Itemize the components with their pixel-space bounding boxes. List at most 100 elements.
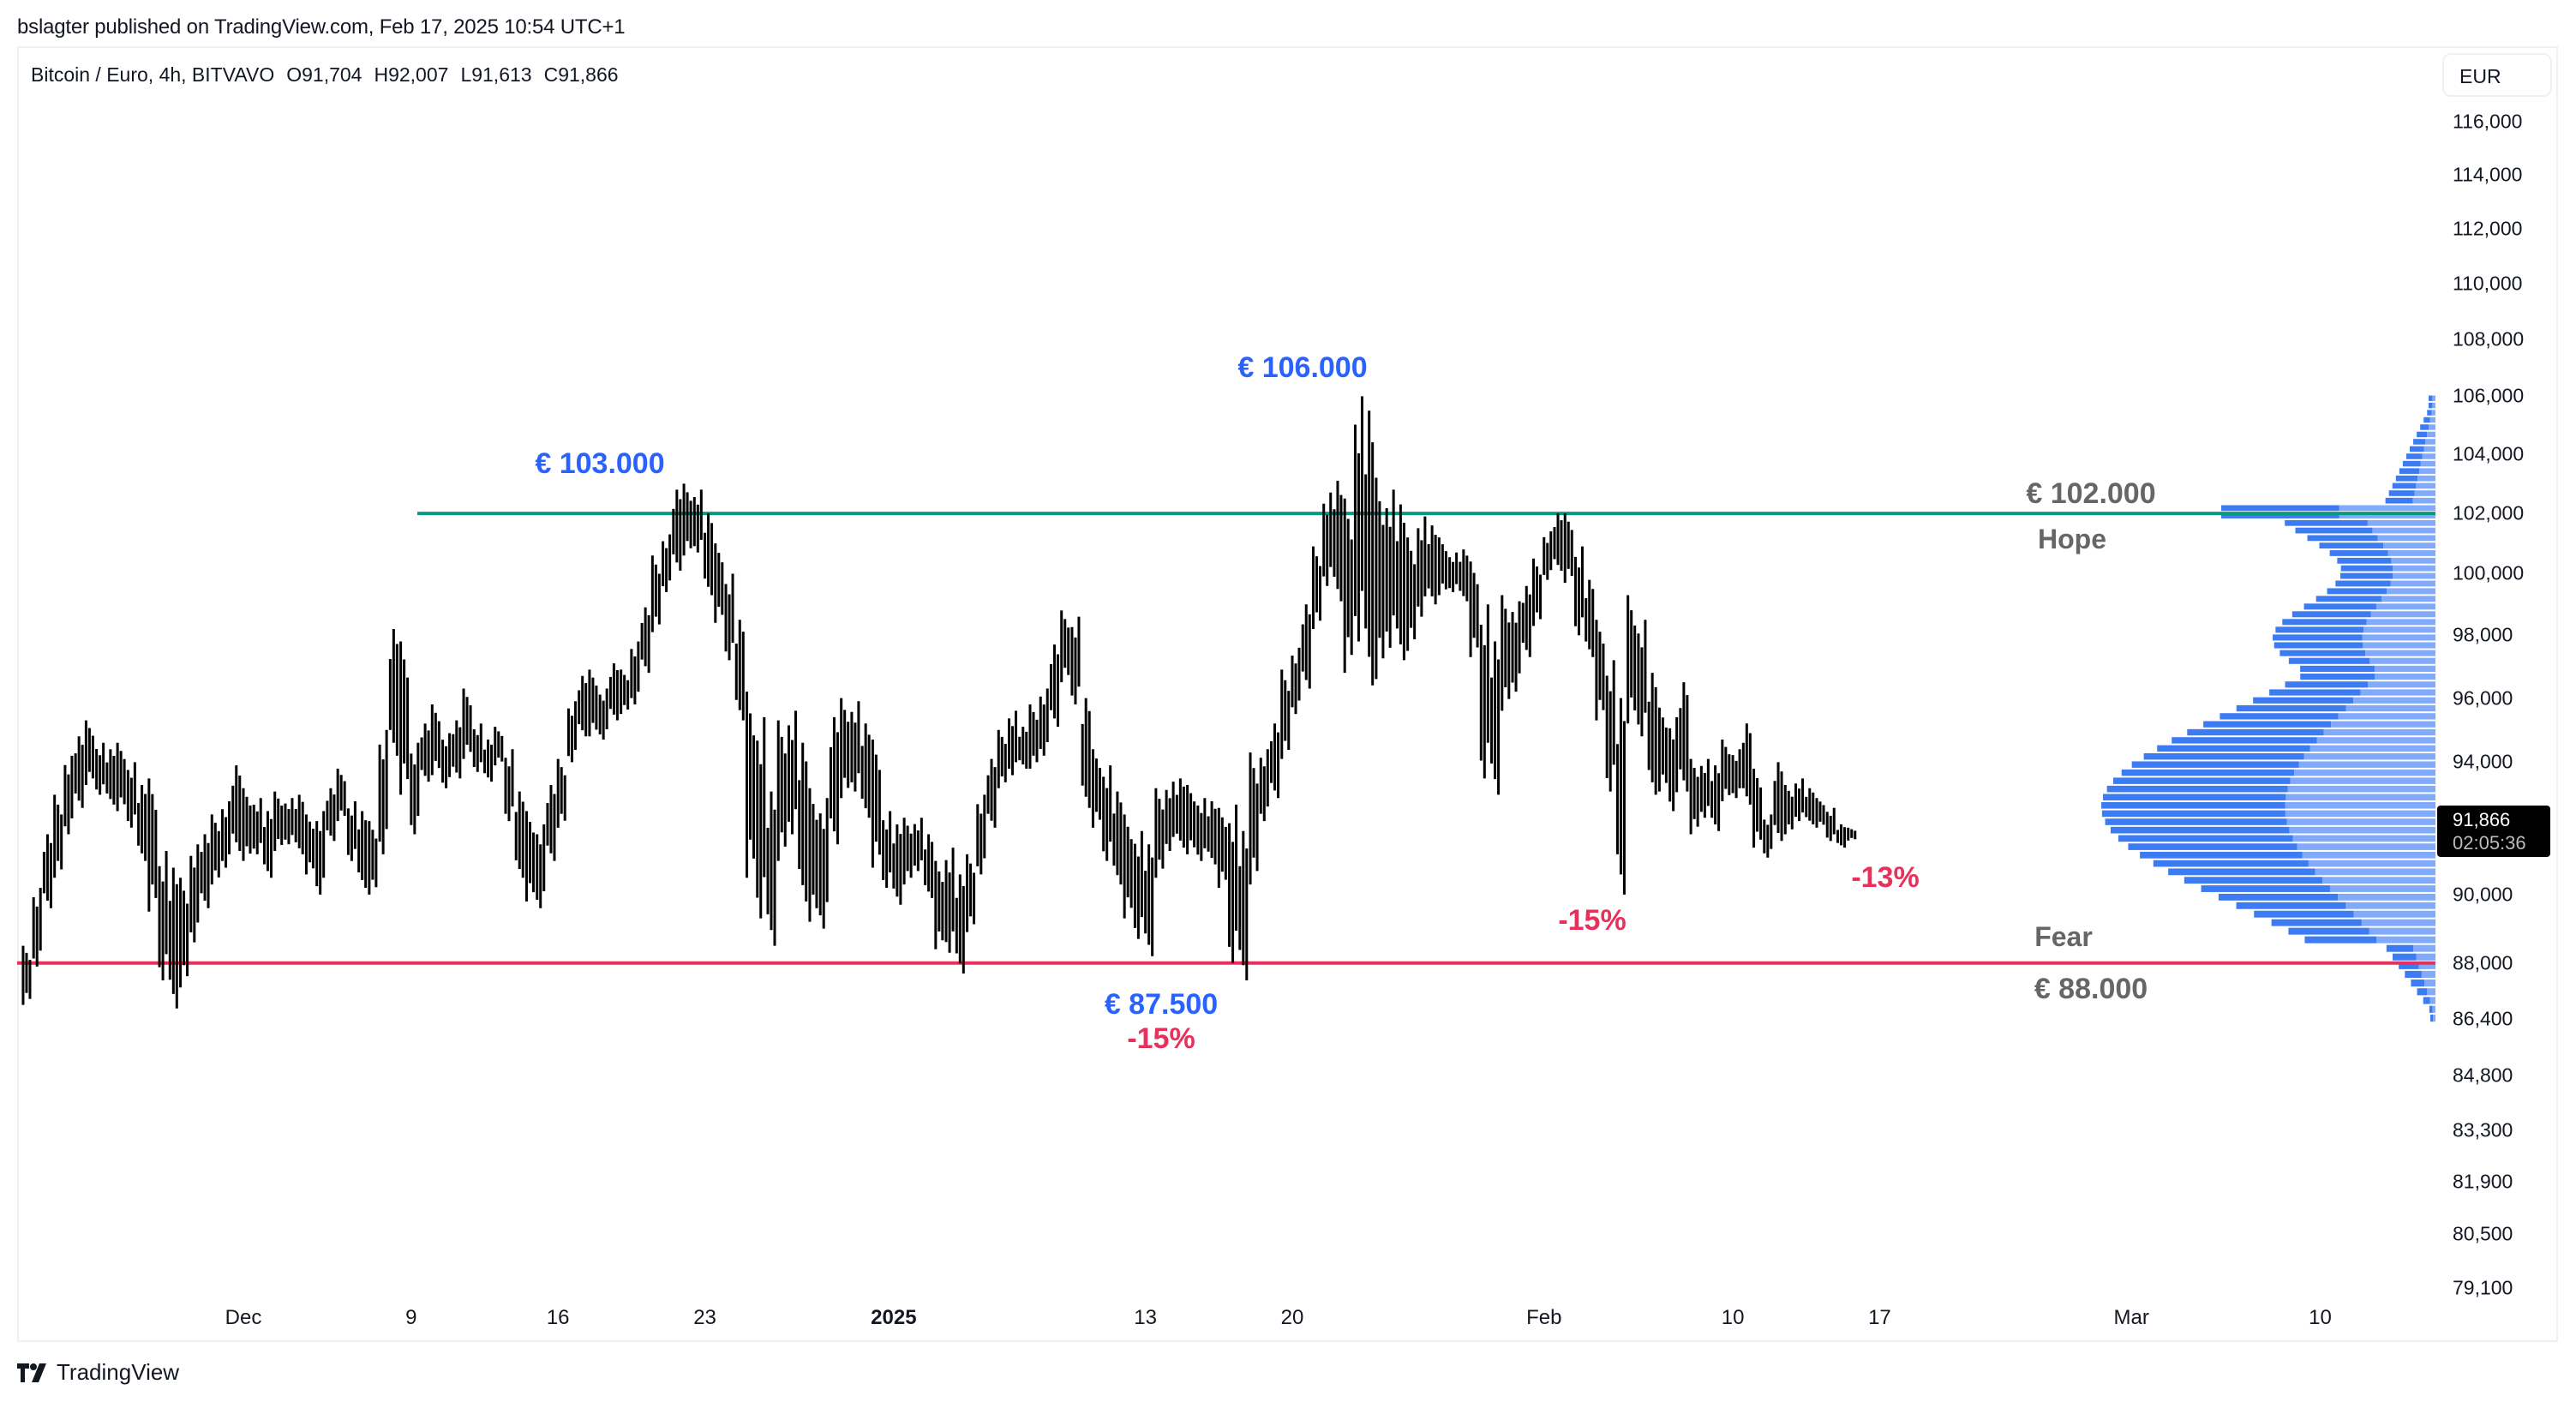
time-tick-label: 2025 <box>871 1306 917 1329</box>
volume-profile-bar-down <box>2422 453 2435 459</box>
volume-profile-bar-down <box>2309 745 2435 752</box>
volume-profile-bar-down <box>2383 542 2435 549</box>
volume-profile-bar-up <box>2106 785 2288 793</box>
volume-profile-bar-down <box>2362 634 2435 641</box>
symbol-title[interactable]: Bitcoin / Euro, 4h, BITVAVO <box>31 63 275 86</box>
volume-profile-bar-down <box>2339 505 2435 512</box>
time-tick-label: 13 <box>1134 1306 1157 1329</box>
volume-profile-bar-down <box>2285 810 2435 818</box>
price-tick-label: 102,000 <box>2453 501 2525 524</box>
volume-profile-bar-down <box>2393 565 2435 572</box>
price-tick-label: 83,300 <box>2453 1118 2513 1141</box>
hope-price-label: € 102.000 <box>2026 477 2156 510</box>
volume-profile-bar-up <box>2395 475 2418 482</box>
volume-profile-bar-down <box>2365 650 2435 656</box>
publish-info: bslagter published on TradingView.com, F… <box>17 15 626 39</box>
volume-profile-bar-down <box>2316 737 2435 744</box>
volume-profile-bar-down <box>2412 497 2435 504</box>
volume-profile-bar-down <box>2376 936 2435 944</box>
tradingview-logo[interactable]: TradingView <box>17 1359 179 1386</box>
volume-profile-bar-up <box>2307 535 2378 542</box>
volume-profile-bar-up <box>2386 944 2414 952</box>
volume-profile-bar-down <box>2418 962 2435 969</box>
volume-profile-bar-up <box>2402 460 2421 467</box>
volume-profile-bar-up <box>2143 753 2304 760</box>
currency-button[interactable]: EUR <box>2442 53 2552 97</box>
fear-price-label: € 88.000 <box>2034 973 2148 1005</box>
volume-profile-bar-down <box>2417 475 2435 482</box>
volume-profile-bar-up <box>2220 713 2339 720</box>
last-price-value: 91,866 <box>2453 809 2511 830</box>
volume-profile-bar-up <box>2327 588 2387 595</box>
volume-profile-bar-up <box>2339 572 2393 579</box>
volume-profile-bar-up <box>2271 919 2362 926</box>
volume-profile-bar-up <box>2288 657 2370 664</box>
volume-profile-bar-up <box>2221 505 2339 512</box>
volume-profile-bar-up <box>2221 512 2339 518</box>
volume-profile-bar-down <box>2419 468 2435 474</box>
volume-profile-bar-down <box>2308 860 2435 867</box>
volume-profile-bar-down <box>2377 535 2435 542</box>
price-tick-label: 114,000 <box>2453 163 2523 186</box>
time-tick-label: 10 <box>1721 1306 1745 1329</box>
volume-profile-bar-down <box>2393 572 2435 579</box>
price-tick-label: 108,000 <box>2453 327 2525 350</box>
volume-profile-bar-up <box>2429 395 2433 401</box>
volume-profile-bar-down <box>2381 596 2435 602</box>
volume-profile-bar-down <box>2331 721 2435 728</box>
volume-profile-bar-up <box>2140 851 2303 859</box>
tradingview-logo-icon <box>17 1363 46 1382</box>
time-tick-label: Feb <box>1526 1306 1562 1329</box>
volume-profile-bar-up <box>2399 468 2420 474</box>
peak-label-103000: € 103.000 <box>535 447 665 480</box>
price-tick-label: 110,000 <box>2453 272 2523 295</box>
volume-profile-bar-down <box>2368 681 2435 688</box>
volume-profile-bar-down <box>2353 697 2435 704</box>
volume-profile-bar-up <box>2253 697 2354 704</box>
volume-profile-bar-up <box>2405 970 2422 979</box>
volume-profile-bar-down <box>2424 980 2435 987</box>
volume-profile-bar-down <box>2367 519 2435 526</box>
volume-profile-bar-down <box>2421 970 2435 979</box>
price-tick-label: 116,000 <box>2453 110 2523 133</box>
low-pct-label-2: -15% <box>1558 904 1626 937</box>
ohlc-high: H92,007 <box>374 63 449 86</box>
volume-profile-bar-up <box>2315 596 2382 602</box>
volume-profile-bar-up <box>2105 818 2287 825</box>
chart-frame[interactable] <box>17 46 2558 1342</box>
volume-profile-bar-up <box>2393 953 2417 961</box>
volume-profile-bar-up <box>2118 835 2293 842</box>
volume-profile-bar-down <box>2294 769 2435 776</box>
volume-profile-bar-up <box>2282 619 2367 626</box>
volume-profile-bar-up <box>2285 681 2369 688</box>
volume-profile-bar-down <box>2322 877 2435 884</box>
volume-profile-bar-down <box>2387 588 2435 595</box>
volume-profile-bar-down <box>2372 527 2435 534</box>
peak-label-106000: € 106.000 <box>1237 351 1368 384</box>
ohlc-low: L91,613 <box>460 63 532 86</box>
volume-profile-bar-down <box>2432 1005 2435 1013</box>
volume-profile-bar-up <box>2273 634 2363 641</box>
volume-profile-bar-up <box>2236 704 2346 712</box>
volume-profile-bar-down <box>2366 619 2435 626</box>
volume-profile-bar-up <box>2303 603 2376 610</box>
volume-profile-bar-down <box>2338 713 2435 720</box>
bar-countdown: 02:05:36 <box>2453 832 2526 854</box>
volume-profile-bar-up <box>2300 665 2375 672</box>
volume-profile-bar-up <box>2429 402 2433 409</box>
volume-profile-bar-up <box>2420 424 2429 430</box>
volume-profile-bar-down <box>2339 512 2435 518</box>
volume-profile-bar-up <box>2285 519 2368 526</box>
volume-profile-bar-down <box>2416 482 2435 489</box>
volume-profile-bar-up <box>2101 810 2285 818</box>
volume-profile-bar-down <box>2369 927 2435 935</box>
last-price-badge: 91,866 02:05:36 <box>2437 806 2550 857</box>
price-tick-label: 90,000 <box>2453 883 2513 906</box>
volume-profile-bar-up <box>2300 673 2375 680</box>
volume-profile-bar-down <box>2285 794 2435 800</box>
hope-label: Hope <box>2038 524 2106 554</box>
low-label-87500: € 87.500 <box>1104 988 1219 1021</box>
volume-profile-bar-down <box>2323 728 2435 736</box>
time-tick-label: 16 <box>546 1306 570 1329</box>
